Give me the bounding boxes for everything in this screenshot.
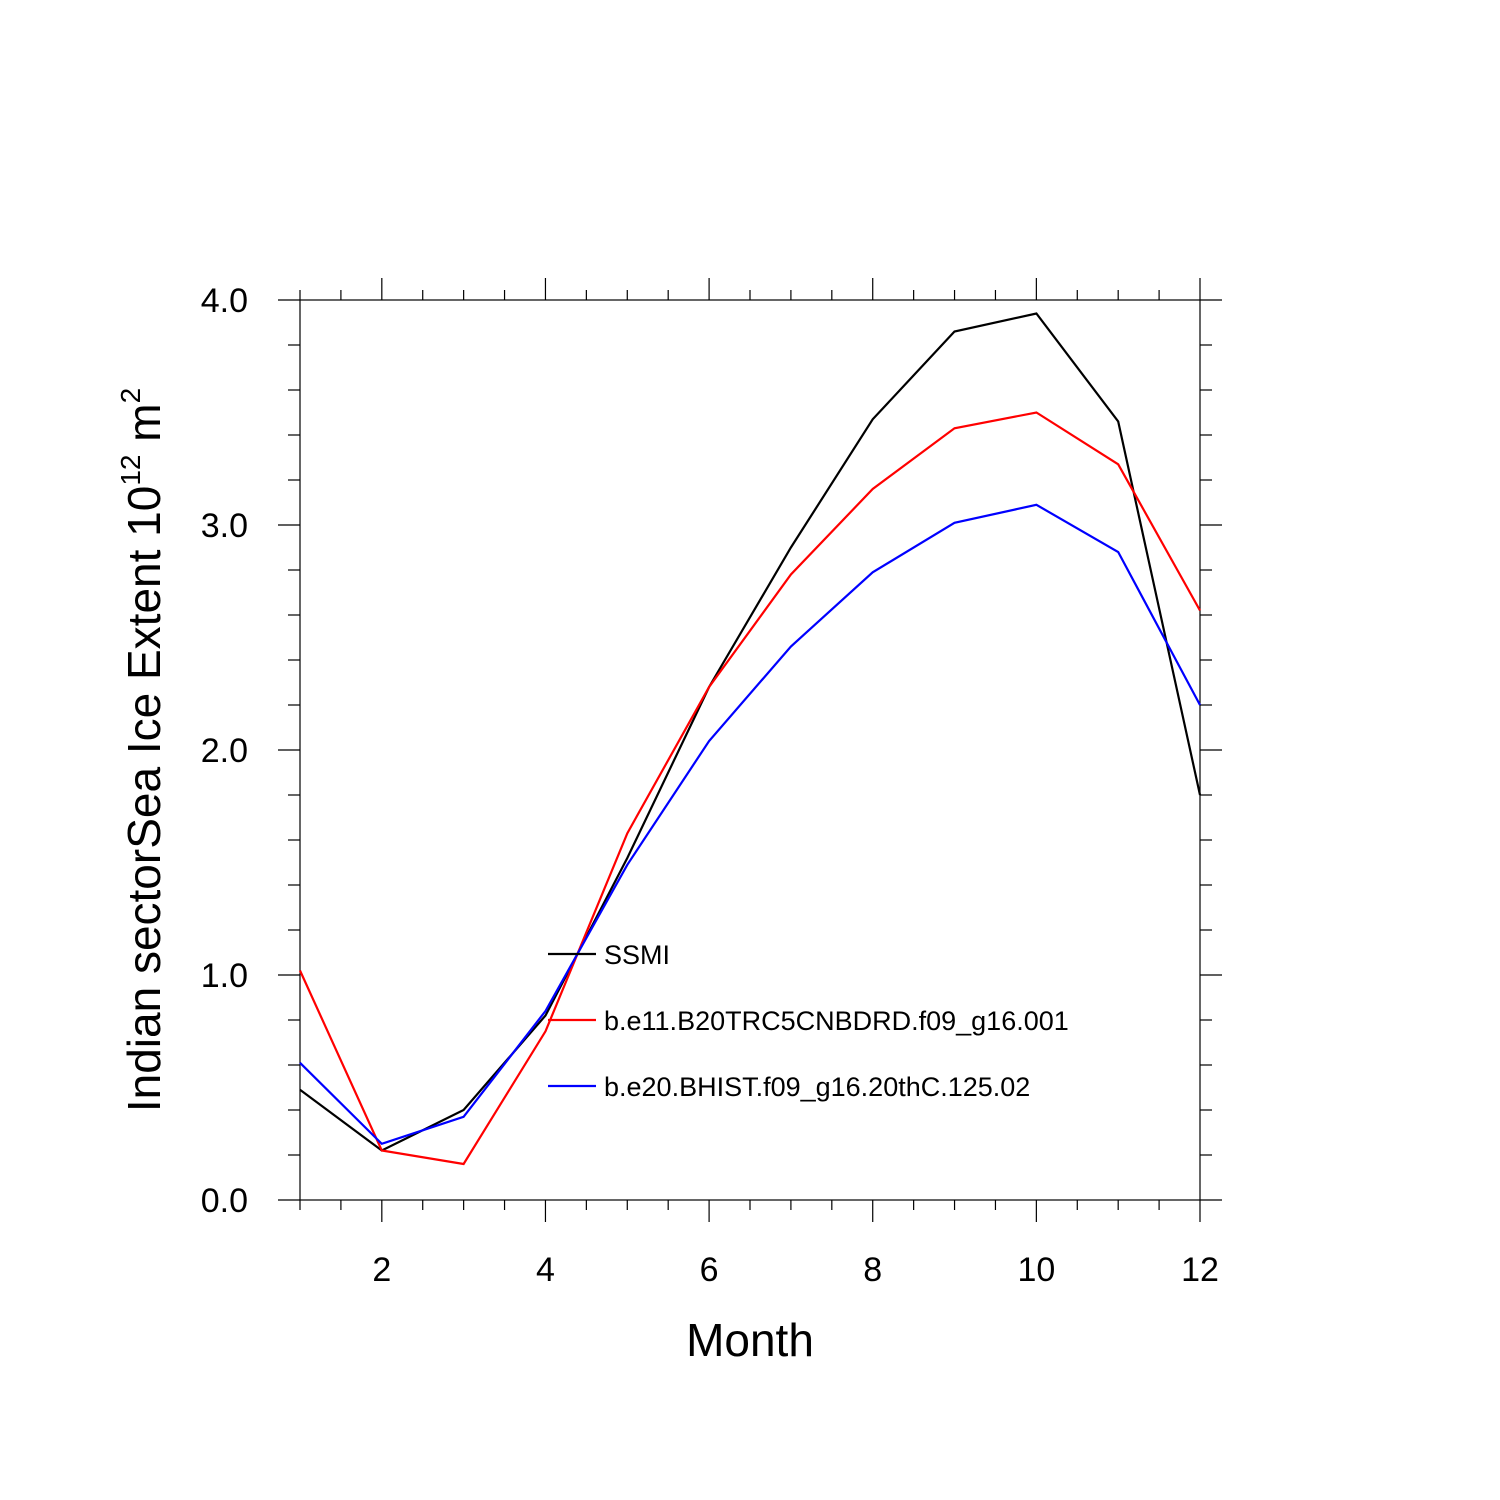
y-tick-labels: 0.0 1.0 2.0 3.0 4.0: [201, 282, 248, 1220]
y-axis-title-main: Indian sectorSea Ice Extent 10: [118, 486, 170, 1113]
y-tick-label: 3.0: [201, 507, 248, 545]
major-ticks: [278, 278, 1222, 1222]
x-tick-label: 4: [536, 1251, 555, 1289]
y-tick-label: 0.0: [201, 1182, 248, 1220]
minor-ticks: [288, 290, 1212, 1210]
y-axis-title-unit: m: [118, 403, 170, 454]
x-tick-label: 12: [1181, 1251, 1219, 1289]
y-tick-label: 1.0: [201, 957, 248, 995]
y-axis-title-unit-exponent: 2: [115, 388, 146, 404]
y-tick-label: 2.0: [201, 732, 248, 770]
y-tick-label: 4.0: [201, 282, 248, 320]
x-tick-labels: 2 4 6 8 10 12: [372, 1251, 1219, 1289]
x-tick-label: 6: [700, 1251, 719, 1289]
legend-label-2: b.e11.B20TRC5CNBDRD.f09_g16.001: [604, 1006, 1069, 1036]
y-axis-title: Indian sectorSea Ice Extent 1012 m2: [115, 388, 170, 1112]
plot-frame: [299, 299, 1201, 1201]
legend-label-1: SSMI: [604, 940, 670, 970]
x-tick-label: 2: [372, 1251, 391, 1289]
series-line-1: [299, 312, 1202, 1152]
x-axis-title: Month: [686, 1314, 814, 1366]
series-lines: [298, 312, 1202, 1166]
x-tick-label: 10: [1017, 1251, 1055, 1289]
y-axis-title-exponent: 12: [115, 455, 146, 486]
series-line-2: [298, 411, 1201, 1166]
series-line-3: [299, 503, 1201, 1146]
x-tick-label: 8: [863, 1251, 882, 1289]
legend: SSMI b.e11.B20TRC5CNBDRD.f09_g16.001 b.e20…: [548, 940, 1069, 1102]
legend-label-3: b.e20.BHIST.f09_g16.20thC.125.02: [604, 1072, 1030, 1102]
